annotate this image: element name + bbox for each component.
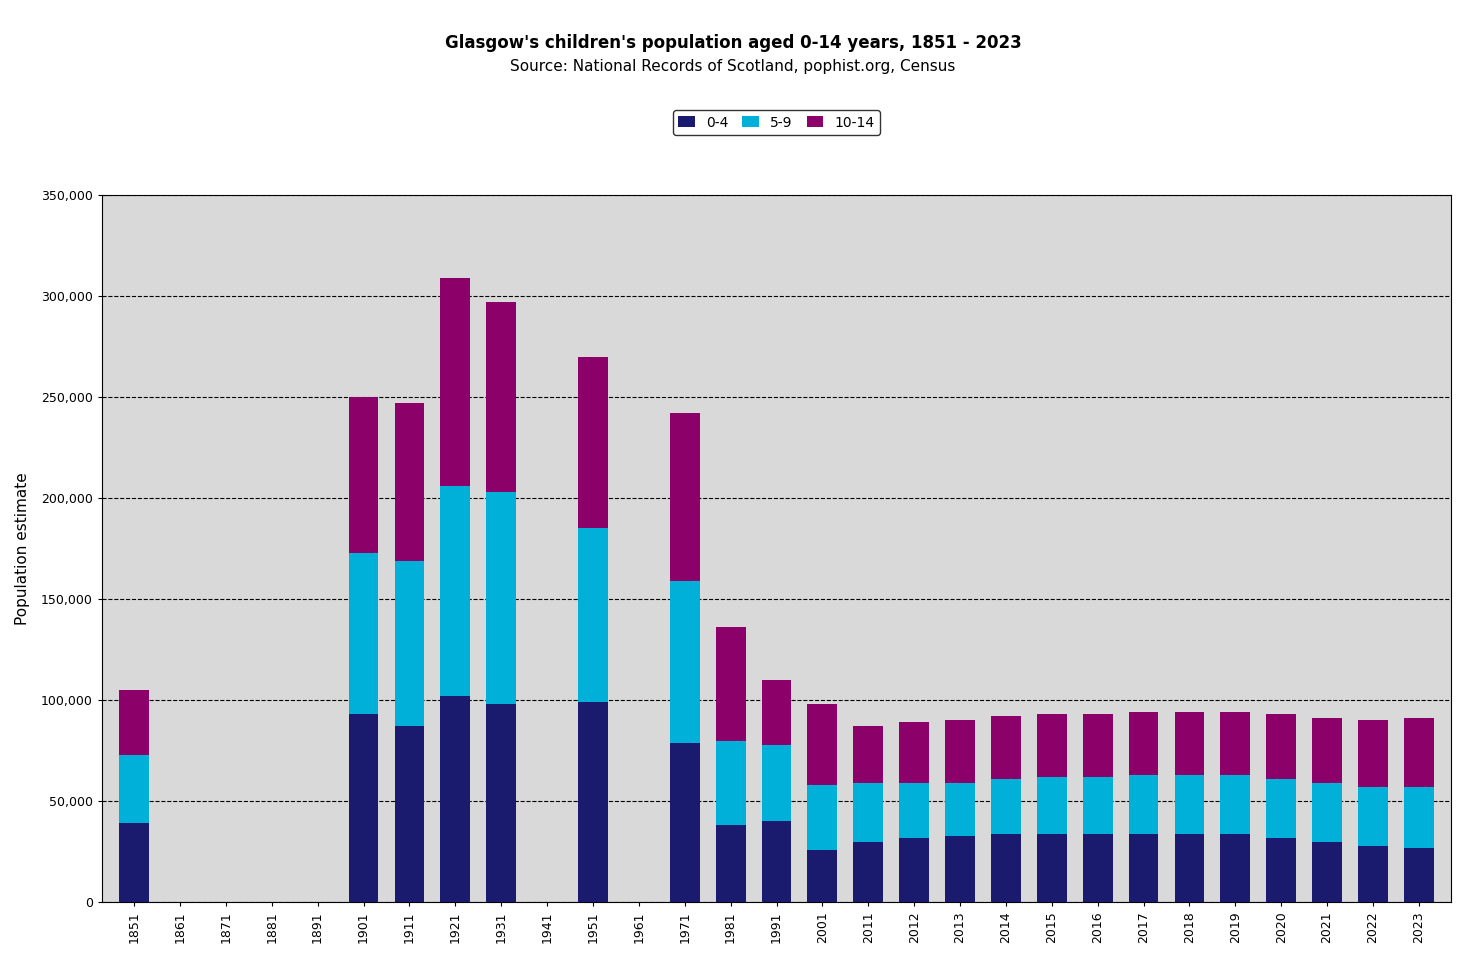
Bar <box>715 741 746 826</box>
Bar <box>899 722 929 783</box>
Bar <box>1358 846 1388 902</box>
Bar <box>1404 848 1434 902</box>
Bar <box>1174 775 1205 833</box>
Bar <box>946 783 975 835</box>
Bar <box>1083 777 1113 833</box>
Bar <box>440 278 471 486</box>
Bar <box>991 717 1020 779</box>
Bar <box>853 783 883 841</box>
Bar <box>1036 777 1067 833</box>
Bar <box>715 627 746 741</box>
Bar <box>808 785 837 850</box>
Bar <box>853 841 883 902</box>
Bar <box>1083 715 1113 777</box>
Bar <box>1358 720 1388 787</box>
Bar <box>487 704 516 902</box>
Bar <box>762 821 792 902</box>
Bar <box>349 397 378 553</box>
Bar <box>946 835 975 902</box>
Bar <box>808 704 837 785</box>
Bar <box>808 850 837 902</box>
Bar <box>1404 718 1434 787</box>
Bar <box>899 837 929 902</box>
Legend: 0-4, 5-9, 10-14: 0-4, 5-9, 10-14 <box>673 110 880 135</box>
Text: Glasgow's children's population aged 0-14 years, 1851 - 2023: Glasgow's children's population aged 0-1… <box>444 34 1022 52</box>
Bar <box>946 720 975 783</box>
Bar <box>853 726 883 783</box>
Bar <box>1220 712 1250 775</box>
Bar <box>440 696 471 902</box>
Bar <box>578 529 608 702</box>
Bar <box>715 826 746 902</box>
Bar <box>670 581 699 742</box>
Bar <box>991 833 1020 902</box>
Bar <box>1129 712 1158 775</box>
Bar <box>1174 833 1205 902</box>
Y-axis label: Population estimate: Population estimate <box>15 472 29 625</box>
Bar <box>394 726 424 902</box>
Bar <box>394 560 424 726</box>
Text: Source: National Records of Scotland, pophist.org, Census: Source: National Records of Scotland, po… <box>510 59 956 75</box>
Bar <box>1267 779 1296 837</box>
Bar <box>762 744 792 821</box>
Bar <box>440 486 471 696</box>
Bar <box>762 680 792 744</box>
Bar <box>899 783 929 837</box>
Bar <box>1036 715 1067 777</box>
Bar <box>1220 775 1250 833</box>
Bar <box>349 715 378 902</box>
Bar <box>1267 715 1296 779</box>
Bar <box>119 690 150 755</box>
Bar <box>578 702 608 902</box>
Bar <box>1312 718 1341 783</box>
Bar <box>670 742 699 902</box>
Bar <box>1129 775 1158 833</box>
Bar <box>991 779 1020 833</box>
Bar <box>1267 837 1296 902</box>
Bar <box>1174 712 1205 775</box>
Bar <box>1129 833 1158 902</box>
Bar <box>670 413 699 581</box>
Bar <box>1083 833 1113 902</box>
Bar <box>394 403 424 560</box>
Bar <box>119 755 150 824</box>
Bar <box>487 302 516 492</box>
Bar <box>1220 833 1250 902</box>
Bar <box>1036 833 1067 902</box>
Bar <box>578 356 608 529</box>
Bar <box>349 553 378 715</box>
Bar <box>1312 783 1341 841</box>
Bar <box>1404 787 1434 848</box>
Bar <box>1358 787 1388 846</box>
Bar <box>119 824 150 902</box>
Bar <box>1312 841 1341 902</box>
Bar <box>487 492 516 704</box>
